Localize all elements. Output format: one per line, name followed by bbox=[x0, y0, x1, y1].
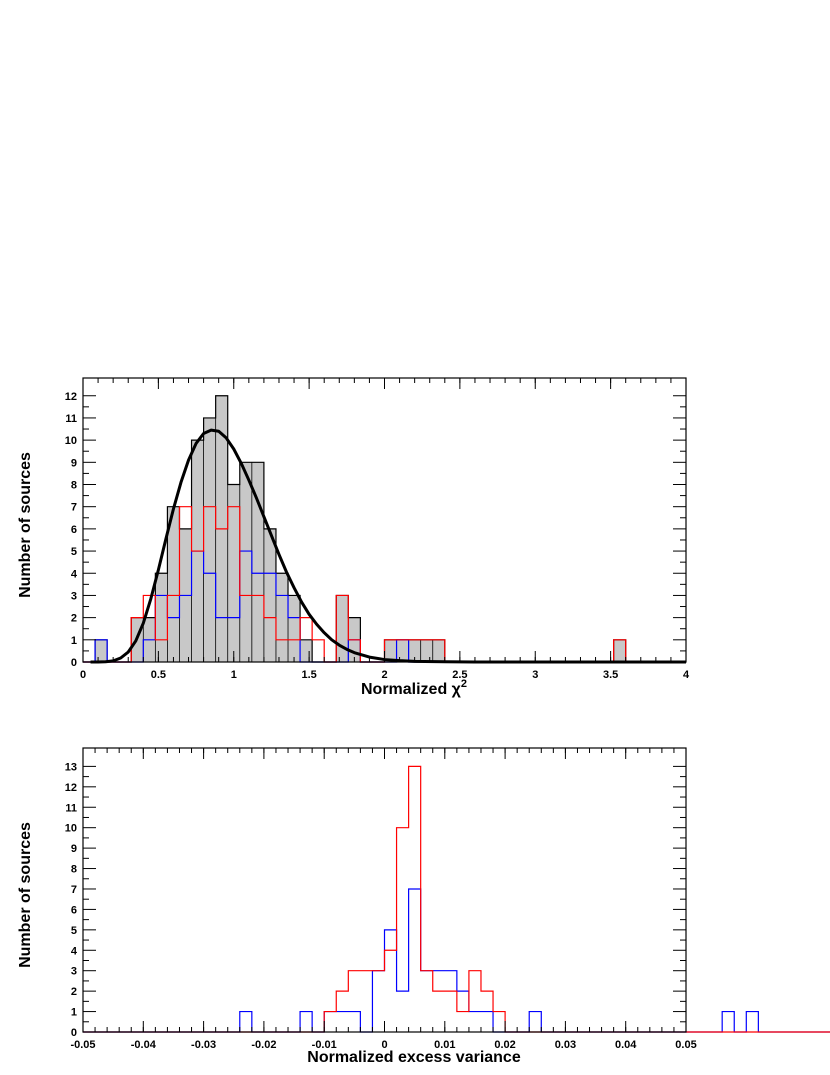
excess-variance-y-tick-label: 8 bbox=[71, 864, 77, 876]
excess-variance-y-tick-label: 7 bbox=[71, 884, 77, 896]
chi2-x-tick-label: 1 bbox=[231, 669, 237, 681]
excess-variance-x-axis-title-text: Normalized excess variance bbox=[307, 1049, 521, 1066]
excess-variance-y-tick-label: 12 bbox=[65, 782, 77, 794]
chi2-y-tick-label: 12 bbox=[65, 391, 77, 403]
chi2-x-axis-title: Normalized χ2 bbox=[361, 678, 467, 698]
chi2-y-tick-label: 8 bbox=[71, 480, 77, 492]
excess-variance-y-tick-label: 2 bbox=[71, 986, 77, 998]
excess-variance-x-tick-label: 0 bbox=[381, 1039, 387, 1051]
chi2-x-tick-label: 2.5 bbox=[452, 669, 467, 681]
chi2-x-axis-title-superscript: 2 bbox=[461, 678, 467, 690]
chi2-y-tick-label: 11 bbox=[65, 413, 77, 425]
excess-variance-y-tick-label: 10 bbox=[65, 823, 77, 835]
excess-variance-histogram-series-1 bbox=[83, 765, 830, 1033]
chi2-x-tick-label: 3.5 bbox=[603, 669, 618, 681]
chi2-y-tick-label: 1 bbox=[71, 635, 77, 647]
chi2-x-tick-label: 1.5 bbox=[301, 669, 316, 681]
excess-variance-y-tick-label: 13 bbox=[65, 761, 77, 773]
chi2-x-tick-label: 0 bbox=[80, 669, 86, 681]
excess-variance-y-tick-label: 11 bbox=[65, 802, 77, 814]
excess-variance-x-tick-label: 0.02 bbox=[494, 1039, 515, 1051]
chi2-y-tick-label: 10 bbox=[65, 435, 77, 447]
excess-variance-x-tick-label: -0.02 bbox=[251, 1039, 276, 1051]
excess-variance-x-tick-label: 0.05 bbox=[675, 1039, 696, 1051]
chi2-y-tick-label: 2 bbox=[71, 613, 77, 625]
excess-variance-x-tick-label: -0.01 bbox=[312, 1039, 337, 1051]
excess-variance-y-tick-label: 3 bbox=[71, 966, 77, 978]
chi2-x-tick-label: 2 bbox=[381, 669, 387, 681]
excess-variance-x-tick-label: -0.05 bbox=[70, 1039, 95, 1051]
excess-variance-y-tick-label: 6 bbox=[71, 904, 77, 916]
chi2-y-tick-label: 3 bbox=[71, 590, 77, 602]
chi2-fit-curve bbox=[90, 428, 686, 664]
chi2-y-tick-label: 4 bbox=[71, 568, 78, 580]
chi2-x-tick-label: 0.5 bbox=[151, 669, 166, 681]
excess-variance-y-tick-label: 9 bbox=[71, 843, 77, 855]
excess-variance-y-tick-label: 5 bbox=[71, 925, 77, 937]
chi2-x-tick-label: 3 bbox=[532, 669, 538, 681]
excess-variance-y-axis-title: Number of sources bbox=[17, 822, 34, 968]
excess-variance-y-tick-label: 1 bbox=[71, 1007, 77, 1019]
chi2-y-tick-label: 5 bbox=[71, 546, 77, 558]
chi2-x-axis-title-text: Normalized χ bbox=[361, 681, 462, 698]
excess-variance-x-tick-label: -0.03 bbox=[191, 1039, 216, 1051]
chi2-histogram-series-0 bbox=[83, 395, 686, 663]
chi2-y-tick-label: 7 bbox=[71, 502, 77, 514]
chi2-y-tick-label: 0 bbox=[71, 657, 77, 669]
excess-variance-x-tick-label: 0.04 bbox=[615, 1039, 637, 1051]
chi2-x-tick-label: 4 bbox=[683, 669, 690, 681]
chi2-histogram-panel: 0 0.5 1 1.5 2 2.5 3 3.5 40123456789101112Normali… bbox=[17, 377, 690, 698]
chi2-y-tick-label: 6 bbox=[71, 524, 77, 536]
excess-variance-x-tick-label: 0.03 bbox=[555, 1039, 576, 1051]
excess-variance-y-tick-label: 4 bbox=[71, 945, 78, 957]
excess-variance-x-tick-label: 0.01 bbox=[434, 1039, 455, 1051]
excess-variance-histogram-panel: -0.05 -0.04 -0.03 -0.02 -0.01 0 0.01 0.02 0.03 0.… bbox=[17, 747, 830, 1066]
excess-variance-plot-frame bbox=[82, 747, 687, 1033]
excess-variance-x-tick-label: -0.04 bbox=[131, 1039, 157, 1051]
excess-variance-x-axis-title: Normalized excess variance bbox=[307, 1049, 521, 1066]
excess-variance-y-tick-label: 0 bbox=[71, 1027, 77, 1039]
chi2-y-tick-label: 9 bbox=[71, 457, 77, 469]
chi2-y-axis-title: Number of sources bbox=[17, 452, 34, 598]
